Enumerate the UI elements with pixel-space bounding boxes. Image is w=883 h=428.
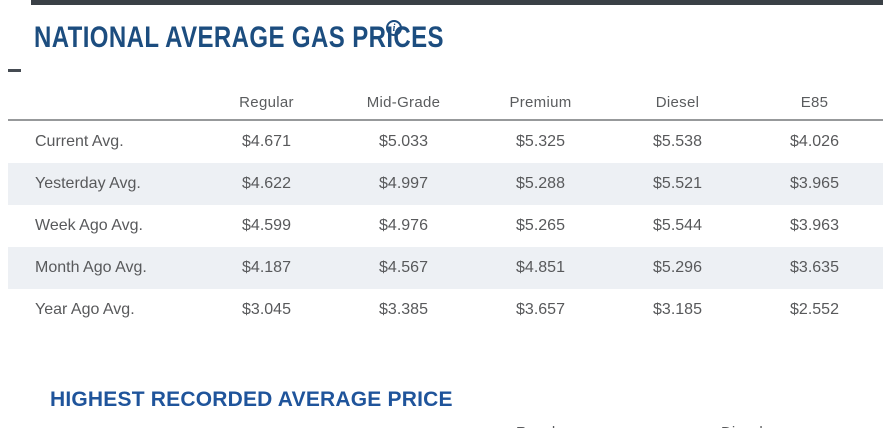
price-cell: $5.521 — [653, 175, 702, 192]
table-row: Week Ago Avg. $4.599 $4.976 $5.265 $5.54… — [8, 205, 883, 247]
column-header-regular: Regular — [239, 94, 294, 111]
table-row: Year Ago Avg. $3.045 $3.385 $3.657 $3.18… — [8, 289, 883, 331]
page-title: NATIONAL AVERAGE GAS PRICES — [34, 21, 444, 54]
price-cell: $4.567 — [379, 259, 428, 276]
price-cell: $3.963 — [790, 217, 839, 234]
price-cell: $4.851 — [516, 259, 565, 276]
top-divider-bar — [31, 0, 883, 5]
price-cell: $3.965 — [790, 175, 839, 192]
left-tick-mark — [8, 69, 21, 72]
price-cell: $5.288 — [516, 175, 565, 192]
price-cell: $3.657 — [516, 301, 565, 318]
table-row: Month Ago Avg. $4.187 $4.567 $4.851 $5.2… — [8, 247, 883, 289]
highest-recorded-title: HIGHEST RECORDED AVERAGE PRICE — [50, 388, 453, 411]
row-label: Current Avg. — [35, 133, 124, 150]
price-cell: $4.599 — [242, 217, 291, 234]
price-cell: $5.544 — [653, 217, 702, 234]
table-header-row: Regular Mid-Grade Premium Diesel E85 — [8, 88, 883, 121]
column-header-midgrade: Mid-Grade — [366, 94, 441, 111]
row-label: Month Ago Avg. — [35, 259, 147, 276]
price-cell: $5.033 — [379, 133, 428, 150]
price-cell: $4.622 — [242, 175, 291, 192]
row-label: Yesterday Avg. — [35, 175, 141, 192]
gas-price-table: Regular Mid-Grade Premium Diesel E85 Cur… — [8, 88, 883, 331]
column-header-diesel: Diesel — [655, 94, 700, 111]
price-cell: $4.187 — [242, 259, 291, 276]
price-cell: $4.976 — [379, 217, 428, 234]
price-cell: $4.026 — [790, 133, 839, 150]
row-label: Year Ago Avg. — [35, 301, 135, 318]
price-cell: $2.552 — [790, 301, 839, 318]
info-icon[interactable]: i — [386, 20, 402, 36]
table-row: Yesterday Avg. $4.622 $4.997 $5.288 $5.5… — [8, 163, 883, 205]
partial-column-header-regular: Regular — [516, 424, 569, 428]
row-label: Week Ago Avg. — [35, 217, 143, 234]
price-cell: $5.325 — [516, 133, 565, 150]
price-cell: $4.997 — [379, 175, 428, 192]
price-cell: $3.185 — [653, 301, 702, 318]
price-cell: $5.538 — [653, 133, 702, 150]
table-row: Current Avg. $4.671 $5.033 $5.325 $5.538… — [8, 121, 883, 163]
price-cell: $3.045 — [242, 301, 291, 318]
price-cell: $5.296 — [653, 259, 702, 276]
price-cell: $5.265 — [516, 217, 565, 234]
price-cell: $4.671 — [242, 133, 291, 150]
page-header: NATIONAL AVERAGE GAS PRICES — [34, 21, 546, 54]
partial-column-header-diesel: Diesel — [721, 424, 763, 428]
column-header-e85: E85 — [800, 94, 829, 111]
column-header-premium: Premium — [509, 94, 572, 111]
column-header-empty — [8, 111, 198, 119]
price-cell: $3.385 — [379, 301, 428, 318]
price-cell: $3.635 — [790, 259, 839, 276]
